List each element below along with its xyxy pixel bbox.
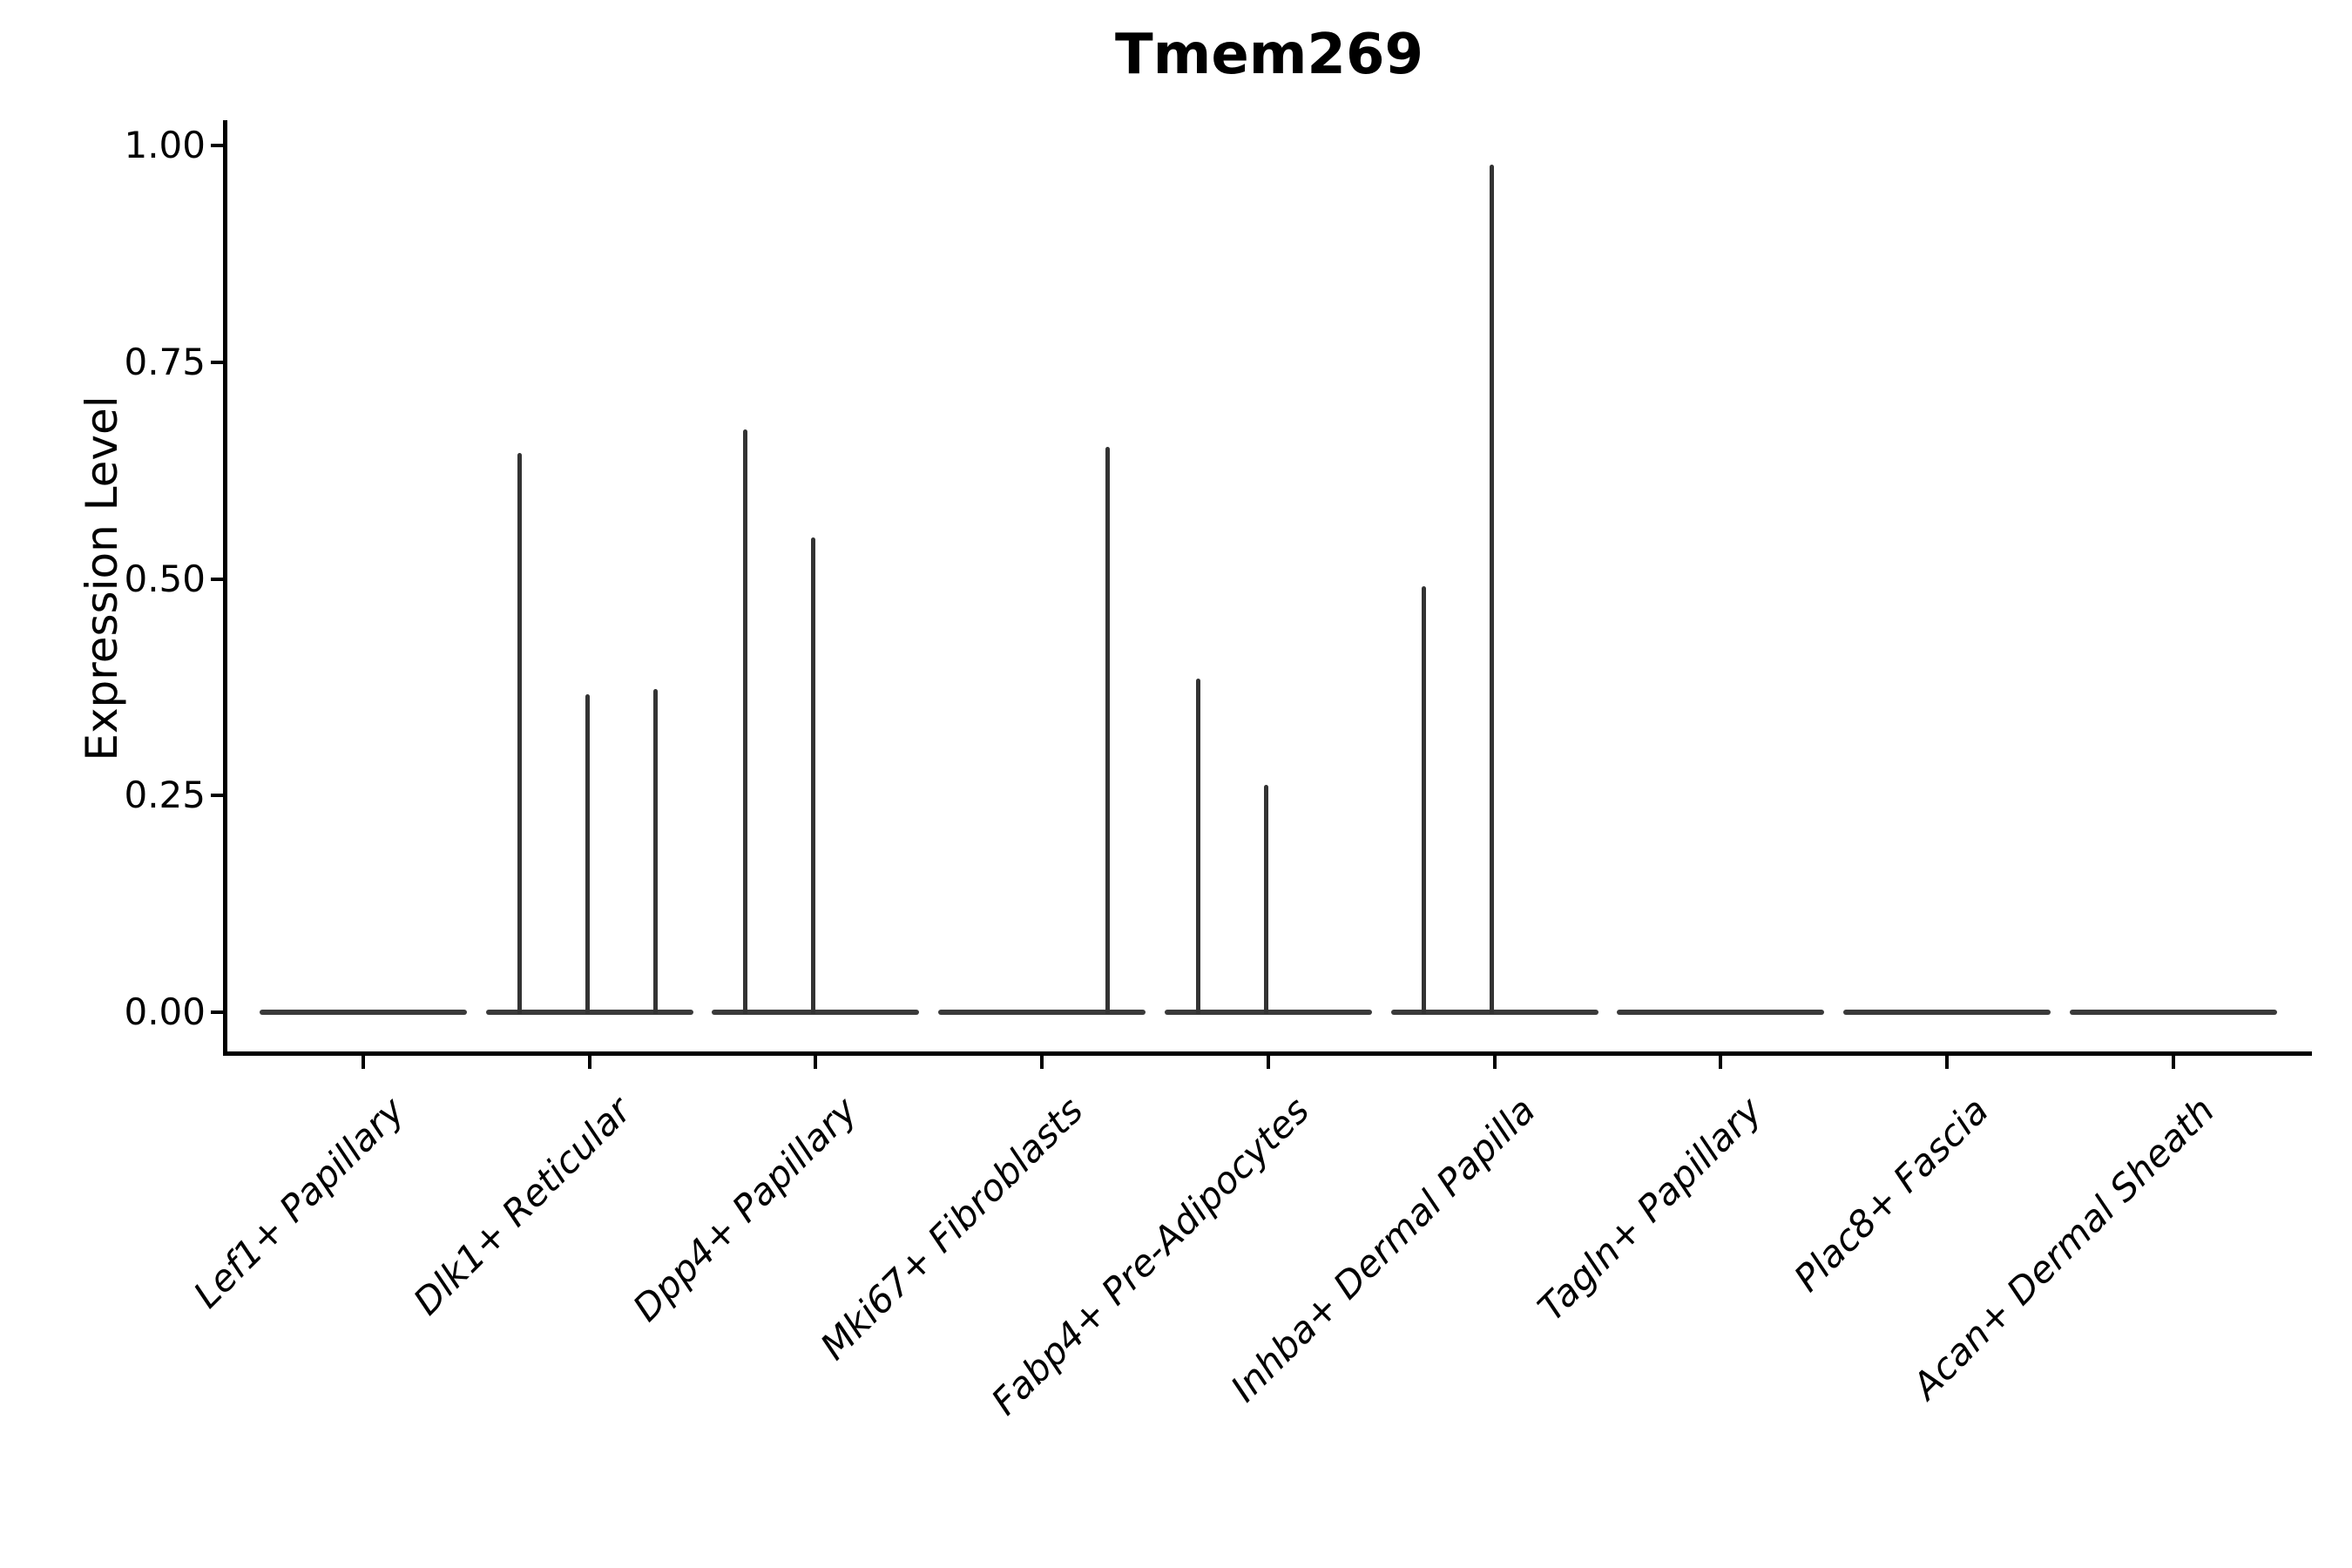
x-tick-mark xyxy=(1944,1056,1949,1069)
violin-spike xyxy=(1263,785,1268,1014)
y-tick-mark xyxy=(211,144,225,147)
y-tick-label: 0.75 xyxy=(124,340,206,383)
y-tick-label: 0.00 xyxy=(124,990,206,1033)
violin-spike xyxy=(652,688,658,1014)
x-category-label: Lef1+ Papillary xyxy=(185,1089,413,1316)
violin-baseline xyxy=(1842,1010,2051,1015)
x-tick-mark xyxy=(362,1056,365,1069)
violin-spike xyxy=(585,693,590,1014)
violin-spike xyxy=(1422,586,1427,1014)
violin-baseline xyxy=(712,1010,920,1015)
violin-baseline xyxy=(1164,1010,1372,1015)
violin-baseline xyxy=(485,1010,693,1015)
x-tick-mark xyxy=(1492,1056,1497,1069)
x-category-label: Dlk1+ Reticular xyxy=(404,1089,639,1323)
x-tick-mark xyxy=(814,1056,818,1069)
x-category-label: Dpp4+ Papillary xyxy=(624,1089,866,1330)
y-tick-label: 1.00 xyxy=(124,124,206,166)
violin-spike xyxy=(517,453,522,1014)
x-tick-mark xyxy=(2171,1056,2175,1069)
y-tick-mark xyxy=(211,794,225,798)
violin-spike xyxy=(811,537,816,1014)
y-tick-mark xyxy=(211,1010,225,1014)
y-tick-label: 0.25 xyxy=(124,774,206,817)
x-tick-mark xyxy=(587,1056,591,1069)
x-category-label: Tagln+ Papillary xyxy=(1530,1089,1770,1329)
violin-baseline xyxy=(2069,1010,2277,1015)
y-tick-mark xyxy=(211,360,225,364)
violin-baseline xyxy=(1390,1010,1598,1015)
violin-baseline xyxy=(1617,1010,1825,1015)
x-axis-spine xyxy=(223,1051,2312,1056)
chart-title: Tmem269 xyxy=(1114,23,1424,87)
y-tick-mark xyxy=(211,577,225,581)
y-axis-spine xyxy=(223,120,227,1056)
y-tick-label: 0.50 xyxy=(124,557,206,600)
violin-baseline xyxy=(938,1010,1146,1015)
violin-spike xyxy=(1105,447,1110,1014)
violin-spike xyxy=(743,429,748,1014)
violin-spike xyxy=(1195,678,1200,1014)
violin-spike xyxy=(1490,164,1495,1014)
x-tick-mark xyxy=(1719,1056,1723,1069)
x-tick-mark xyxy=(1266,1056,1270,1069)
x-category-label: Plac8+ Fascia xyxy=(1785,1089,1997,1301)
x-tick-mark xyxy=(1040,1056,1044,1069)
violin-baseline xyxy=(260,1010,467,1015)
